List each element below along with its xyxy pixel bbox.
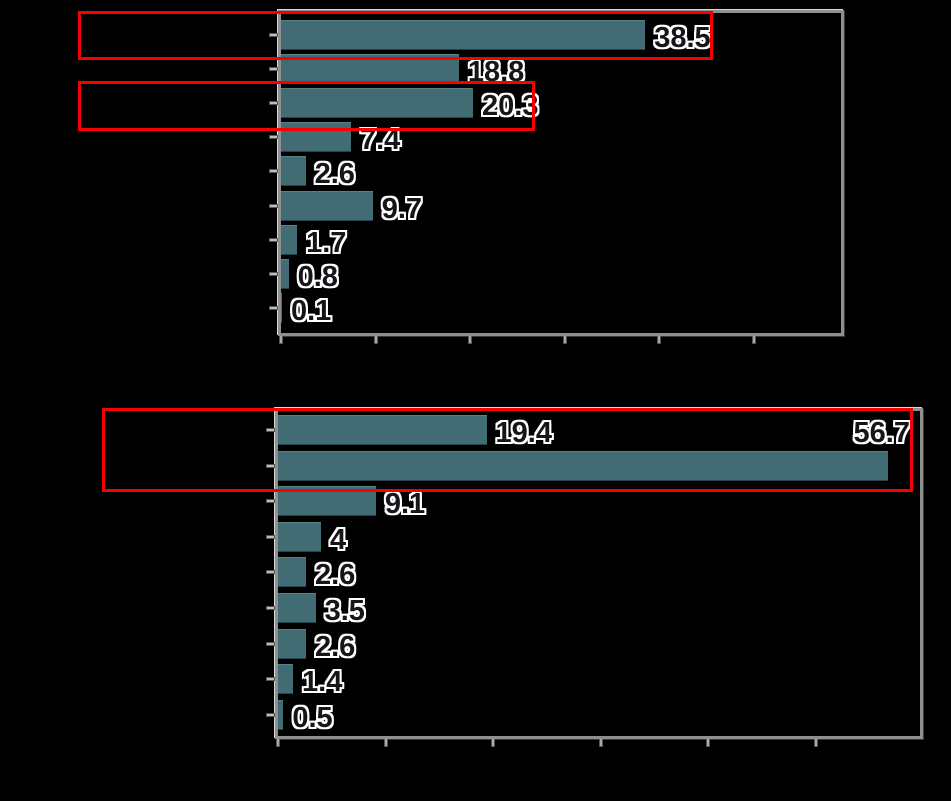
x-axis-tick-5 bbox=[813, 739, 818, 747]
y-axis-tick-4 bbox=[269, 169, 278, 174]
value-label-row-1: 56.7 bbox=[853, 417, 910, 449]
bar-row-2 bbox=[281, 88, 474, 119]
y-axis-tick-6 bbox=[266, 641, 275, 646]
bar-row-8 bbox=[278, 699, 284, 730]
y-axis-tick-8 bbox=[269, 305, 278, 310]
y-axis-tick-7 bbox=[266, 677, 275, 682]
x-axis-tick-3 bbox=[598, 739, 603, 747]
y-axis-tick-5 bbox=[269, 203, 278, 208]
x-axis-tick-5 bbox=[752, 336, 756, 344]
value-label-row-0: 38.5 bbox=[654, 22, 711, 54]
y-axis-tick-8 bbox=[266, 712, 275, 717]
value-label-row-6: 1.7 bbox=[306, 226, 347, 259]
x-axis-tick-3 bbox=[562, 336, 567, 344]
x-axis-tick-1 bbox=[383, 739, 388, 747]
y-axis-tick-0 bbox=[266, 428, 275, 432]
x-axis-tick-4 bbox=[706, 739, 710, 747]
x-axis-tick-2 bbox=[468, 336, 473, 344]
value-label-row-7: 1.4 bbox=[302, 666, 343, 699]
y-axis-tick-1 bbox=[266, 463, 275, 468]
x-axis-tick-0 bbox=[279, 336, 283, 344]
value-label-row-4: 2.6 bbox=[314, 158, 355, 191]
value-label-row-3: 4 bbox=[330, 523, 347, 556]
bar-row-5 bbox=[281, 190, 373, 221]
top-chart-plot: 38.5 18.8 20.3 7.4 2.6 9.7 1.7 0.8 0.1 bbox=[269, 10, 844, 344]
value-label-row-0: 19.4 bbox=[495, 417, 552, 449]
bar-row-3 bbox=[278, 521, 321, 552]
bar-row-0 bbox=[281, 20, 646, 50]
x-axis-tick-1 bbox=[373, 336, 378, 344]
value-label-row-7: 0.8 bbox=[297, 260, 338, 293]
bar-row-0 bbox=[278, 415, 487, 445]
y-axis-tick-7 bbox=[269, 271, 278, 276]
highlight-box-chart1-0 bbox=[102, 408, 913, 492]
y-axis-tick-2 bbox=[269, 101, 278, 106]
value-label-row-5: 3.5 bbox=[324, 595, 365, 627]
bottom-chart-plot: 19.4 56.7 9.1 4 2.6 3.5 2.6 1.4 0.5 bbox=[266, 408, 923, 747]
highlight-box-chart0-0 bbox=[78, 11, 713, 60]
bar-row-4 bbox=[278, 557, 306, 588]
x-axis-tick-0 bbox=[276, 739, 280, 747]
value-label-row-4: 2.6 bbox=[314, 559, 356, 592]
bar-row-7 bbox=[281, 258, 289, 289]
bar-row-7 bbox=[278, 664, 294, 695]
bar-row-8 bbox=[281, 292, 282, 323]
bar-row-6 bbox=[281, 224, 298, 255]
y-axis-tick-6 bbox=[269, 237, 278, 242]
value-label-row-2: 9.1 bbox=[384, 488, 426, 521]
y-axis-tick-4 bbox=[266, 570, 275, 575]
y-axis-tick-1 bbox=[269, 67, 278, 72]
highlight-box-chart0-1 bbox=[78, 81, 535, 131]
value-label-row-2: 20.3 bbox=[482, 90, 539, 123]
bar-row-1 bbox=[278, 450, 888, 481]
value-label-row-8: 0.5 bbox=[292, 701, 333, 734]
y-axis-tick-5 bbox=[266, 606, 275, 610]
value-label-row-6: 2.6 bbox=[314, 630, 356, 663]
value-label-row-8: 0.1 bbox=[291, 294, 332, 327]
value-label-row-5: 9.7 bbox=[381, 192, 423, 225]
y-axis-tick-3 bbox=[269, 135, 278, 140]
x-axis-tick-4 bbox=[657, 336, 662, 344]
y-axis-tick-0 bbox=[269, 33, 278, 37]
bar-row-6 bbox=[278, 628, 306, 659]
y-axis-tick-3 bbox=[266, 534, 275, 539]
bar-row-3 bbox=[281, 122, 351, 153]
y-axis-tick-2 bbox=[266, 499, 275, 504]
x-axis-tick-2 bbox=[491, 739, 495, 747]
bar-row-4 bbox=[281, 156, 306, 187]
bar-row-5 bbox=[278, 593, 316, 623]
